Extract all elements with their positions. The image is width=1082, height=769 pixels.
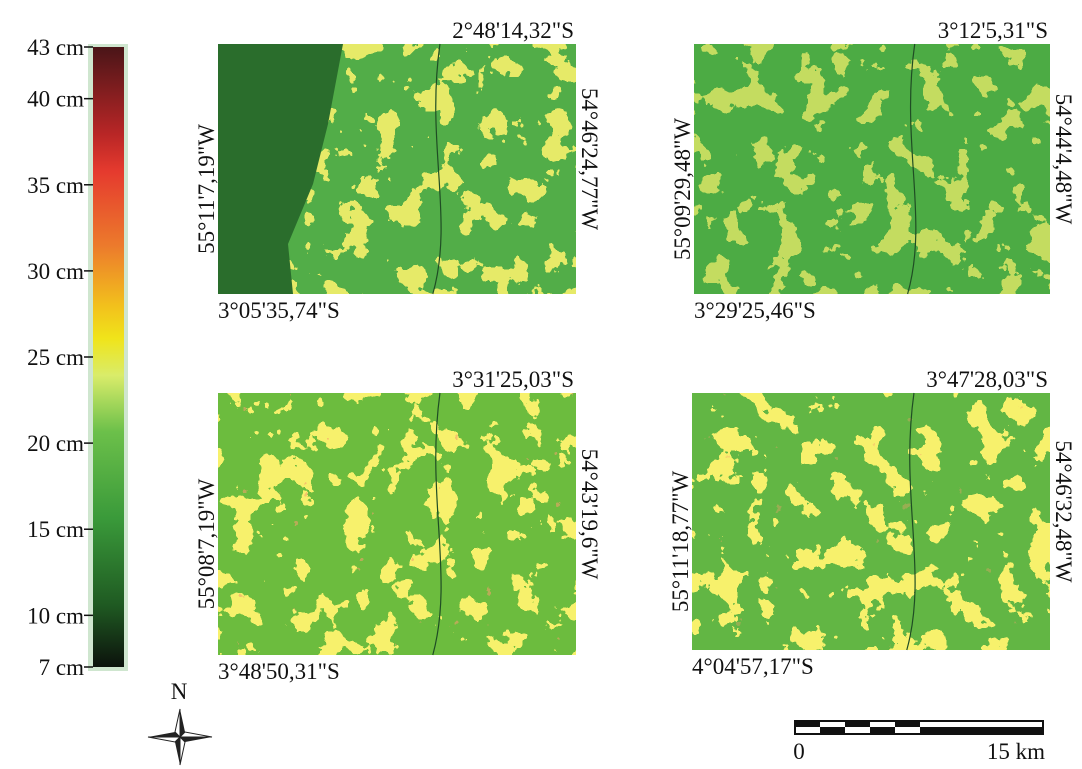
scale-bar [795, 721, 1043, 734]
map-panel [692, 393, 1050, 650]
legend-label: 10 cm [27, 603, 84, 628]
coord-left: 55°11'7,19"W [194, 124, 219, 254]
north-label: N [171, 679, 188, 704]
coord-bottom: 4°04'57,17"S [692, 654, 814, 679]
coord-left: 55°08'7,19"W [194, 478, 219, 609]
coord-bottom: 3°05'35,74"S [218, 298, 340, 323]
coord-right: 54°43'19,6"W [577, 449, 602, 580]
coord-top: 3°31'25,03"S [452, 367, 574, 392]
coord-right: 54°46'32,48"W [1051, 440, 1076, 582]
map-peaks [218, 393, 576, 655]
north-arrow [148, 709, 212, 765]
coord-bottom: 3°48'50,31"S [218, 659, 340, 684]
coord-top: 3°47'28,03"S [926, 367, 1048, 392]
map-peaks [692, 393, 1050, 650]
legend-label: 35 cm [27, 173, 84, 198]
legend-label: 25 cm [27, 345, 84, 370]
coord-left: 55°11'18,77"W [668, 471, 693, 613]
map-highlands [694, 44, 1050, 294]
legend-label: 7 cm [39, 655, 84, 680]
map-panel [218, 44, 576, 294]
map-panel [694, 44, 1050, 294]
figure: N 0 15 km 43 cm 40 cm 35 cm 30 cm 25 cm 20 cm… [0, 0, 1082, 769]
scale-end: 15 km [987, 739, 1045, 764]
legend-label: 30 cm [27, 259, 84, 284]
legend-label: 40 cm [27, 87, 84, 112]
scale-start: 0 [793, 739, 805, 764]
legend-label: 15 cm [27, 517, 84, 542]
legend-label: 20 cm [27, 431, 84, 456]
map-panel [218, 393, 576, 655]
coord-left: 55°09'29,48"W [670, 118, 695, 260]
colorbar [93, 47, 124, 667]
coord-bottom: 3°29'25,46"S [694, 298, 816, 323]
coord-right: 54°44'4,48"W [1051, 94, 1076, 225]
legend-label: 43 cm [27, 35, 84, 60]
coord-top: 2°48'14,32"S [452, 18, 574, 43]
coord-top: 3°12'5,31"S [938, 18, 1048, 43]
coord-right: 54°46'24,77"W [577, 88, 602, 230]
